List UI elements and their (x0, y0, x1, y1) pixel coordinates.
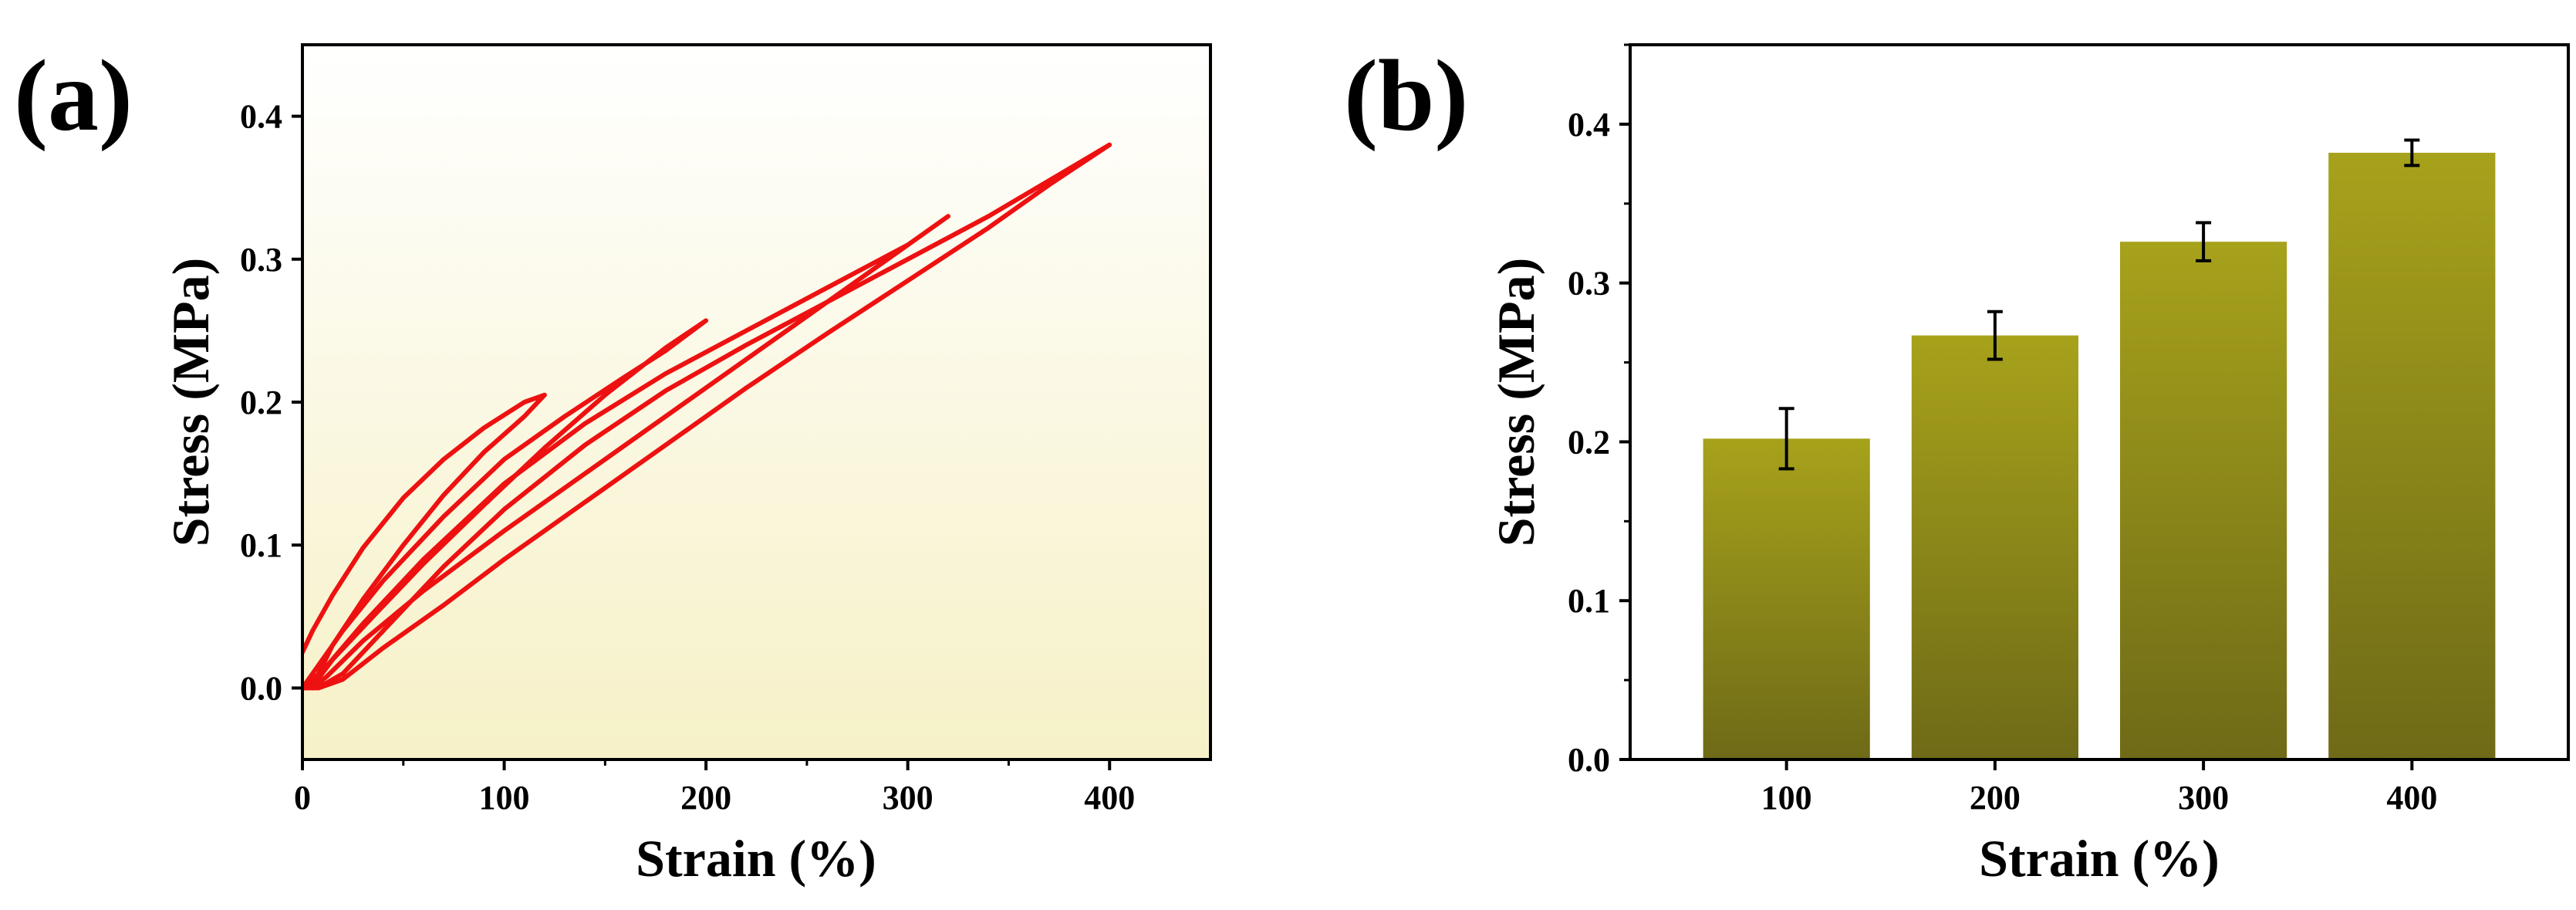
plot-area-a (302, 45, 1210, 759)
plot-frame-b (1629, 43, 2570, 761)
curve-line-3 (302, 214, 950, 691)
x-tick-label-a: 100 (479, 779, 530, 817)
x-tick-label-b: 400 (2386, 779, 2437, 817)
y-tick-label-a: 0.1 (240, 526, 282, 564)
y-tick-label-a: 0.2 (240, 384, 282, 421)
x-tick-label-b: 100 (1761, 779, 1812, 817)
y-tick-label-b: 0.1 (1568, 582, 1610, 620)
y-axis-title-b: Stress (MPa) (1487, 258, 1545, 547)
y-tick-label-b: 0.4 (1568, 106, 1610, 144)
x-tick-label-a: 400 (1084, 779, 1135, 817)
y-tick-label-b: 0.0 (1568, 741, 1610, 779)
y-tick-label-b: 0.3 (1568, 265, 1610, 303)
curve-line-2 (302, 318, 709, 691)
x-tick-label-a: 0 (294, 779, 311, 817)
curve-line-4 (302, 142, 1112, 691)
bar-200 (1911, 335, 2078, 760)
panel-b-label: (b) (1344, 39, 1468, 152)
error-bar-400 (2404, 138, 2420, 167)
y-axis-title-a: Stress (MPa) (161, 258, 220, 547)
x-tick-label-b: 200 (1970, 779, 2021, 817)
error-bar-100 (1778, 407, 1794, 471)
stress-bar-chart: 100 200 300 400 0.0 0.1 0.2 0.3 0.4 Strain (%) S… (1487, 43, 2570, 888)
panel-a-label: (a) (14, 39, 133, 152)
error-bar-200 (1987, 310, 2003, 361)
x-tick-label-a: 300 (883, 779, 934, 817)
y-tick-label-a: 0.3 (240, 241, 282, 279)
x-tick-label-b: 300 (2178, 779, 2229, 817)
y-tick-label-b: 0.2 (1568, 423, 1610, 461)
y-tick-label-a: 0.0 (240, 669, 282, 707)
x-axis-title-b: Strain (%) (1979, 829, 2220, 888)
bar-100 (1703, 438, 1870, 759)
x-axis-title-a: Strain (%) (636, 829, 876, 888)
x-tick-label-a: 200 (680, 779, 731, 817)
bar-400 (2328, 152, 2496, 759)
y-tick-label-a: 0.4 (240, 98, 282, 136)
error-bar-300 (2196, 221, 2212, 262)
bar-300 (2120, 242, 2287, 759)
